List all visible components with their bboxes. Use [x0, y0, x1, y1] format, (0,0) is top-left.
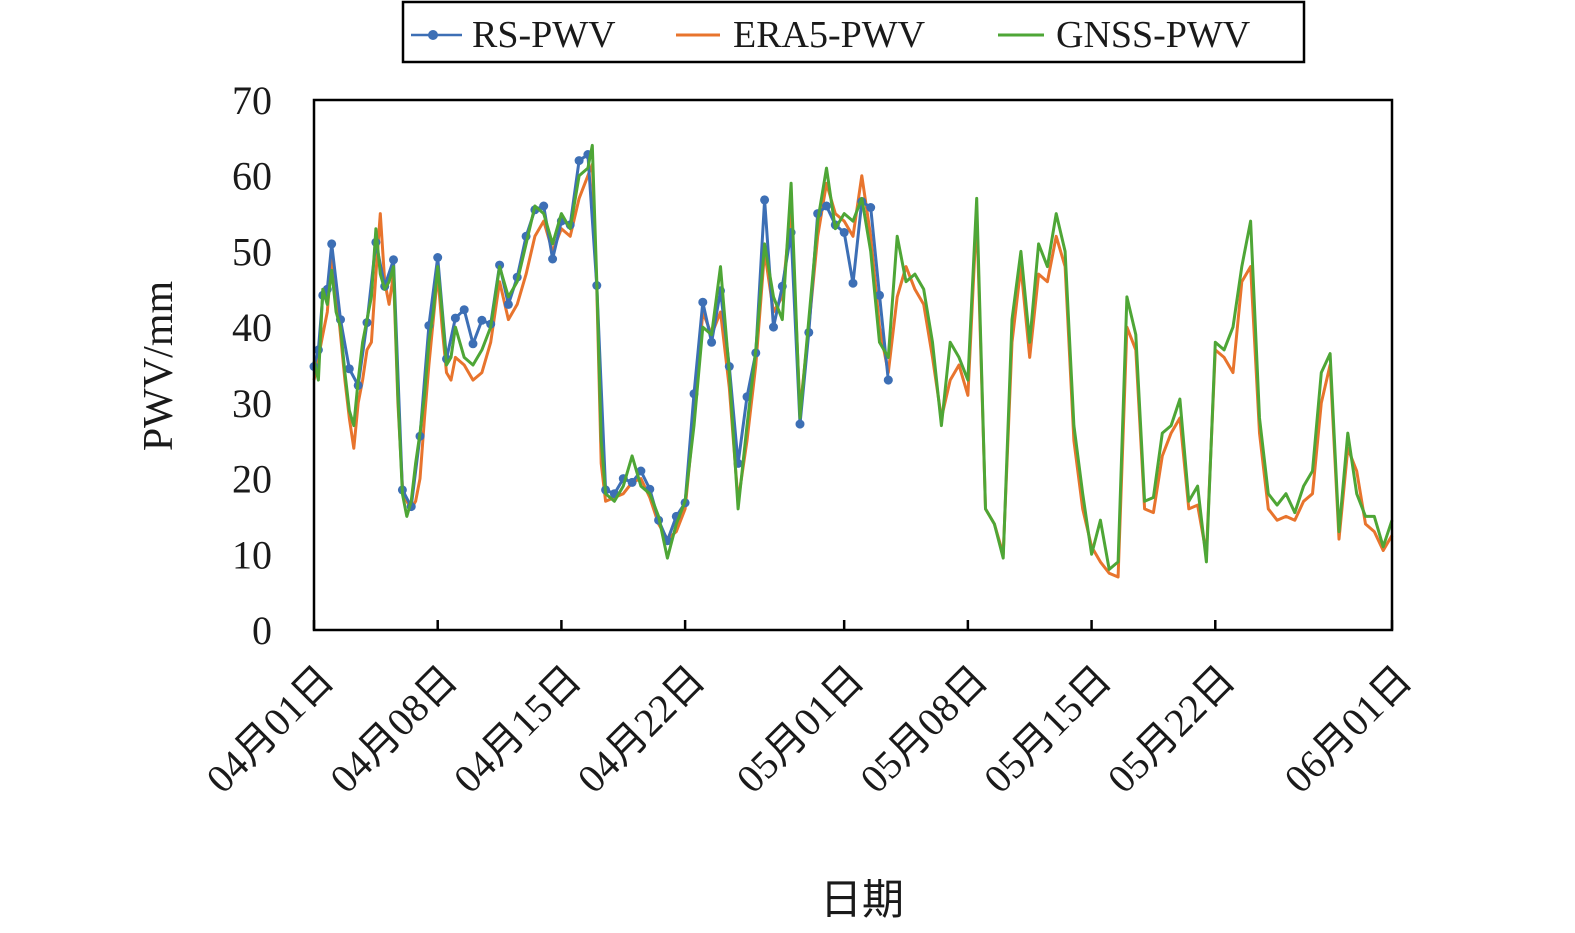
data-point-rs: [389, 255, 398, 265]
series-gnss: [312, 143, 1394, 571]
data-point-rs: [548, 254, 558, 264]
data-point-rs: [822, 201, 831, 211]
data-point-rs: [769, 322, 778, 332]
data-point-rs: [468, 339, 478, 349]
plot-frame: [312, 98, 1394, 632]
data-point-rs: [344, 364, 354, 374]
y-axis-ticks: 0 10 20 30 40 50 60 70: [232, 78, 272, 653]
legend-entry-gnss: GNSS-PWV: [998, 14, 1251, 56]
y-tick-label: 0: [252, 608, 272, 653]
y-tick-label: 50: [232, 229, 272, 274]
data-point-rs: [875, 290, 884, 300]
data-point-rs: [574, 156, 584, 166]
data-point-rs: [450, 313, 460, 323]
y-tick-label: 20: [232, 457, 272, 502]
y-tick-label: 30: [232, 381, 272, 426]
series-layer: [309, 143, 1394, 579]
data-point-rs: [698, 297, 708, 307]
legend-label-era5: ERA5-PWV: [733, 14, 926, 56]
legend-box: [401, 0, 1306, 64]
legend: RS-PWV ERA5-PWV GNSS-PWV: [401, 0, 1306, 64]
data-point-rs: [327, 239, 337, 249]
data-point-rs: [707, 337, 717, 347]
data-point-rs: [503, 299, 513, 309]
data-point-rs: [795, 419, 805, 429]
legend-label-gnss: GNSS-PWV: [1056, 14, 1251, 56]
series-line-gnss: [312, 143, 1394, 571]
data-point-rs: [433, 253, 443, 262]
data-point-rs: [760, 195, 770, 205]
y-tick-label: 40: [232, 305, 272, 350]
legend-marker-rs: [428, 30, 438, 40]
data-point-rs: [459, 305, 469, 315]
x-axis-title: 日期: [820, 878, 904, 924]
legend-entry-rs: RS-PWV: [411, 14, 616, 56]
data-point-rs: [839, 228, 849, 237]
legend-label-rs: RS-PWV: [472, 14, 616, 56]
y-axis-title: PWV/mm: [136, 281, 182, 452]
y-tick-label: 60: [232, 154, 272, 199]
data-point-rs: [883, 375, 893, 385]
data-point-rs: [848, 278, 858, 288]
data-point-rs: [627, 477, 637, 487]
y-tick-label: 70: [232, 78, 272, 123]
data-point-rs: [866, 203, 876, 212]
legend-entry-era5: ERA5-PWV: [676, 14, 926, 56]
y-tick-label: 10: [232, 532, 272, 577]
data-point-rs: [539, 201, 549, 211]
data-point-rs: [477, 315, 487, 325]
